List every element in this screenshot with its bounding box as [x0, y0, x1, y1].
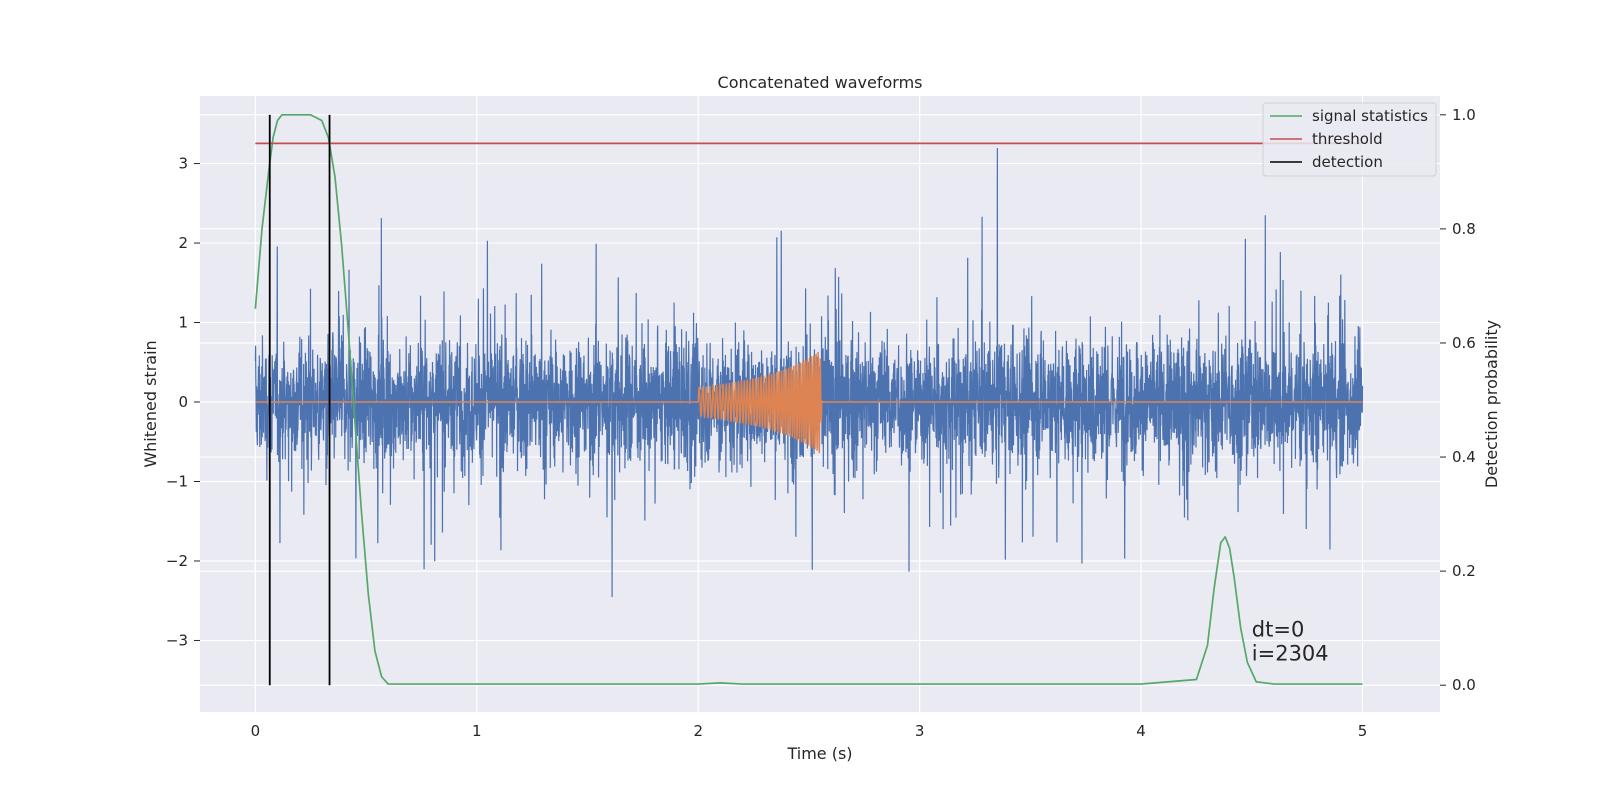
- x-tick-label: 2: [693, 722, 703, 740]
- y-tick-label: 1: [178, 314, 188, 332]
- chart-title: Concatenated waveforms: [718, 73, 923, 92]
- legend-label-signal-statistics: signal statistics: [1312, 107, 1428, 125]
- injected-signal-line: [255, 351, 1363, 454]
- probability-series: [254, 113, 1363, 686]
- y2-axis-label: Detection probability: [1482, 320, 1501, 488]
- y-axis-label: Whitened strain: [141, 340, 160, 467]
- legend-label-threshold: threshold: [1312, 130, 1383, 148]
- y-tick-label: 3: [178, 155, 188, 173]
- injected-signal-series: [255, 351, 1363, 454]
- x-tick-label: 0: [251, 722, 261, 740]
- x-tick-label: 4: [1136, 722, 1146, 740]
- y-tick-label: −1: [166, 472, 188, 490]
- y-tick-label: −2: [166, 552, 188, 570]
- y2-tick-label: 0.0: [1452, 676, 1476, 694]
- y2-tick-label: 0.6: [1452, 334, 1476, 352]
- annotation-index: i=2304: [1252, 641, 1329, 665]
- annotation-dt: dt=0: [1252, 617, 1305, 641]
- y2-tick-label: 0.8: [1452, 220, 1476, 238]
- legend-box: [1262, 102, 1437, 177]
- legend: signal statistics threshold detection: [1262, 102, 1437, 177]
- x-tick-label: 3: [915, 722, 925, 740]
- y2-tick-label: 0.4: [1452, 448, 1476, 466]
- x-tick-label: 5: [1358, 722, 1368, 740]
- y-tick-label: 2: [178, 234, 188, 252]
- x-tick-label: 1: [472, 722, 482, 740]
- tick-labels: 0 1 2 3 4 5 −3 −2 −1 0 1 2 3 0.0 0.2 0.4 0.6 0.8 1.0: [166, 106, 1476, 740]
- x-axis-label: Time (s): [786, 744, 852, 763]
- y2-tick-label: 1.0: [1452, 106, 1476, 124]
- legend-label-detection: detection: [1312, 153, 1383, 171]
- y-tick-label: 0: [178, 393, 188, 411]
- y-tick-label: −3: [166, 631, 188, 649]
- signal-statistics-line: [254, 113, 1363, 685]
- y2-tick-label: 0.2: [1452, 562, 1476, 580]
